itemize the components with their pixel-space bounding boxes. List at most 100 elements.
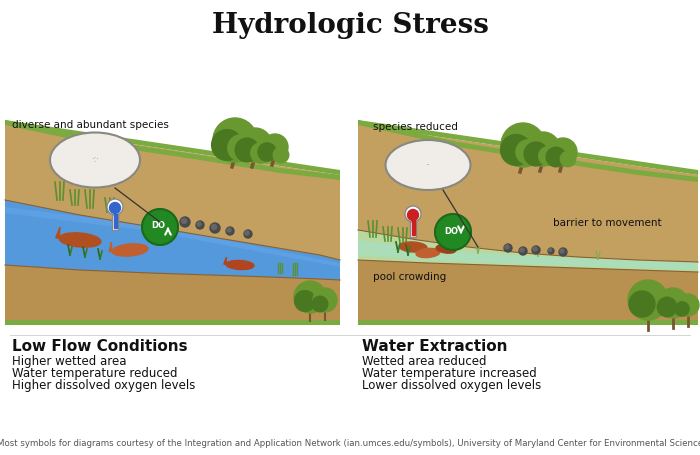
Polygon shape (224, 257, 226, 264)
Circle shape (228, 135, 254, 161)
Text: species reduced: species reduced (373, 122, 458, 132)
Polygon shape (358, 125, 698, 262)
Text: pool crowding: pool crowding (373, 272, 447, 282)
Text: diverse and abundant species: diverse and abundant species (12, 120, 169, 130)
Ellipse shape (112, 244, 148, 256)
Polygon shape (5, 320, 340, 325)
Circle shape (526, 132, 560, 166)
Circle shape (560, 249, 564, 253)
Circle shape (500, 135, 531, 166)
Circle shape (560, 152, 575, 167)
Circle shape (629, 291, 655, 317)
Circle shape (210, 223, 220, 233)
Circle shape (533, 247, 537, 251)
Ellipse shape (399, 242, 427, 252)
Ellipse shape (386, 140, 470, 190)
Text: ·:·: ·:· (91, 156, 99, 165)
Text: DO: DO (151, 222, 165, 231)
Text: Low Flow Conditions: Low Flow Conditions (12, 339, 188, 354)
Circle shape (197, 222, 201, 226)
Circle shape (519, 247, 527, 255)
Circle shape (213, 118, 257, 162)
Circle shape (657, 297, 677, 317)
Polygon shape (358, 320, 698, 325)
Circle shape (532, 246, 540, 254)
Circle shape (196, 221, 204, 229)
Polygon shape (5, 207, 340, 267)
Circle shape (107, 199, 123, 215)
Circle shape (548, 248, 554, 254)
Circle shape (142, 209, 178, 245)
Ellipse shape (416, 248, 440, 258)
Polygon shape (5, 125, 340, 325)
Circle shape (313, 288, 337, 312)
Circle shape (251, 143, 271, 163)
Circle shape (504, 244, 512, 252)
Text: Higher dissolved oxygen levels: Higher dissolved oxygen levels (12, 379, 195, 392)
Circle shape (628, 280, 668, 320)
Circle shape (549, 248, 552, 252)
Text: Hydrologic Stress: Hydrologic Stress (211, 12, 489, 39)
Circle shape (211, 224, 216, 229)
Polygon shape (5, 120, 340, 175)
Circle shape (235, 138, 259, 162)
Circle shape (238, 128, 272, 162)
Circle shape (539, 147, 557, 165)
Circle shape (516, 140, 540, 164)
Text: Water Extraction: Water Extraction (362, 339, 508, 354)
Bar (410, 215, 416, 237)
Polygon shape (5, 120, 340, 180)
Bar (112, 208, 118, 230)
Circle shape (227, 228, 231, 232)
Circle shape (549, 138, 577, 166)
Ellipse shape (436, 245, 456, 253)
Bar (113, 214, 116, 228)
Circle shape (244, 230, 252, 238)
Circle shape (180, 217, 190, 227)
Bar (412, 215, 414, 235)
Text: Most symbols for diagrams courtesy of the Integration and Application Network (i: Most symbols for diagrams courtesy of th… (0, 439, 700, 448)
Circle shape (258, 143, 276, 161)
Text: Water temperature increased: Water temperature increased (362, 367, 537, 380)
Text: DO: DO (444, 227, 458, 236)
Ellipse shape (50, 132, 140, 187)
Circle shape (546, 147, 566, 167)
Polygon shape (358, 120, 698, 175)
Polygon shape (358, 125, 698, 325)
Circle shape (658, 288, 688, 318)
Text: barrier to movement: barrier to movement (553, 218, 662, 228)
Circle shape (407, 209, 419, 221)
Circle shape (109, 202, 120, 213)
Ellipse shape (59, 233, 101, 247)
Polygon shape (56, 227, 60, 238)
Circle shape (520, 248, 524, 252)
Polygon shape (109, 242, 112, 252)
Text: ·: · (426, 160, 430, 170)
Circle shape (181, 218, 186, 223)
Ellipse shape (226, 260, 254, 269)
Circle shape (226, 227, 234, 235)
Circle shape (677, 294, 699, 316)
Polygon shape (358, 260, 698, 325)
Polygon shape (5, 265, 340, 325)
Circle shape (294, 281, 326, 313)
Polygon shape (358, 240, 698, 270)
Circle shape (435, 214, 471, 250)
Text: Water temperature reduced: Water temperature reduced (12, 367, 178, 380)
Text: Lower dissolved oxygen levels: Lower dissolved oxygen levels (362, 379, 541, 392)
Circle shape (675, 302, 689, 316)
Circle shape (262, 134, 288, 160)
Circle shape (505, 245, 509, 249)
Circle shape (524, 142, 548, 166)
Circle shape (211, 130, 242, 161)
Polygon shape (5, 200, 340, 280)
Polygon shape (358, 120, 698, 182)
Circle shape (405, 206, 421, 222)
Text: Higher wetted area: Higher wetted area (12, 355, 127, 368)
Circle shape (501, 123, 545, 167)
Circle shape (312, 296, 328, 312)
Circle shape (559, 248, 567, 256)
Polygon shape (358, 230, 698, 272)
Polygon shape (5, 125, 340, 260)
Circle shape (273, 147, 289, 163)
